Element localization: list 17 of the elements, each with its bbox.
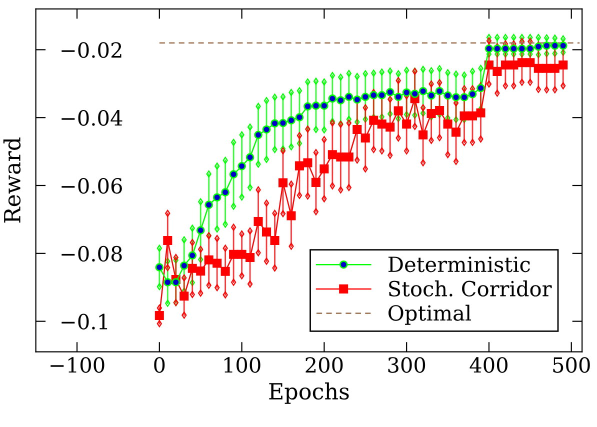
y-tick-label: −0.08 xyxy=(62,246,122,262)
y-tick-label: −0.06 xyxy=(62,178,122,194)
y-tick-label: −0.04 xyxy=(62,110,122,126)
x-tick-label: 300 xyxy=(388,357,426,373)
y-axis-title: Reward xyxy=(3,138,21,223)
legend-label: Stoch. Corridor xyxy=(389,280,552,297)
x-tick-label: 500 xyxy=(553,357,590,373)
x-tick-label: 400 xyxy=(470,357,508,373)
x-tick-label: 200 xyxy=(306,357,343,373)
x-tick-label: −100 xyxy=(50,357,104,373)
y-tick-label: −0.02 xyxy=(62,42,122,58)
x-tick-label: 0 xyxy=(154,357,165,373)
x-tick-label: 100 xyxy=(224,357,260,373)
legend-label: Optimal xyxy=(388,304,472,325)
y-tick-label: −0.1 xyxy=(62,314,108,330)
x-axis-title: Epochs xyxy=(269,382,349,404)
legend-label: Deterministic xyxy=(388,256,530,272)
